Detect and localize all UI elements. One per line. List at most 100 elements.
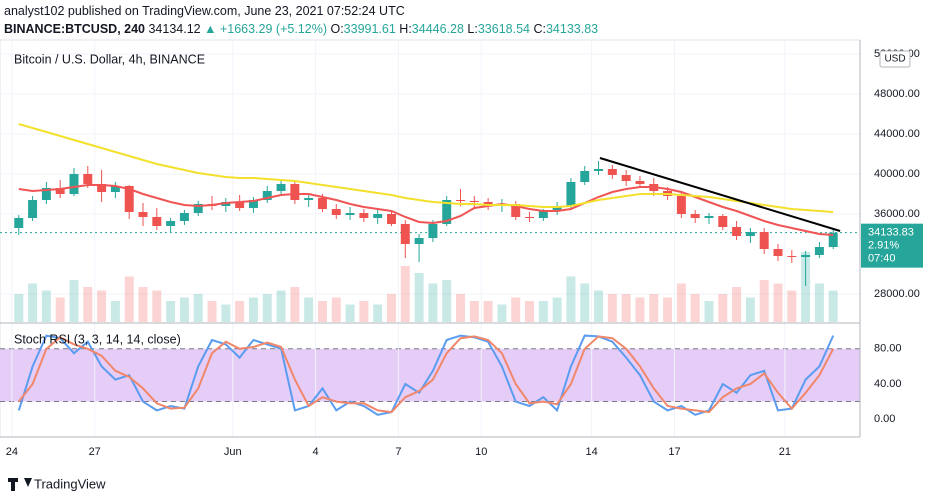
- volume-bar: [773, 283, 783, 322]
- published-line: analyst102 published on TradingView.com,…: [4, 4, 405, 18]
- volume-bar: [97, 290, 107, 322]
- candle-body: [552, 206, 562, 211]
- volume-bar: [621, 294, 631, 322]
- volume-bar: [359, 301, 369, 322]
- volume-bar: [55, 297, 65, 322]
- volume-bar: [814, 283, 824, 322]
- candle-body: [745, 232, 755, 236]
- candle-body: [442, 200, 452, 224]
- volume-bar: [566, 276, 576, 322]
- candle-body: [83, 174, 93, 184]
- volume-bar: [290, 287, 300, 322]
- candle-body: [690, 214, 700, 218]
- candle-body: [55, 188, 65, 194]
- volume-bar: [787, 290, 797, 322]
- volume-bar: [387, 294, 396, 322]
- candle-body: [97, 184, 107, 192]
- volume-bar: [552, 297, 562, 322]
- volume-bar: [801, 252, 811, 322]
- volume-bar: [179, 297, 189, 322]
- candle-body: [304, 198, 314, 200]
- volume-bar: [28, 283, 38, 322]
- candle-body: [607, 169, 617, 175]
- stoch-line: [17, 334, 835, 416]
- volume-bar: [538, 301, 548, 322]
- candle-body: [152, 217, 162, 226]
- candle-body: [704, 216, 714, 218]
- volume-bar: [607, 294, 617, 322]
- price-label-box: [861, 223, 923, 268]
- candle-body: [469, 201, 479, 202]
- candle-body: [248, 200, 258, 208]
- candle-body: [718, 216, 728, 227]
- y-tick-label: 28000.00: [874, 288, 920, 300]
- stoch-line: [18, 335, 835, 414]
- candle-body: [110, 186, 120, 192]
- volume-bar: [152, 290, 162, 322]
- volume-bar: [373, 304, 383, 322]
- candle-body: [290, 184, 300, 200]
- volume-bar: [331, 297, 341, 322]
- candle-body: [773, 249, 783, 256]
- volume-bar: [110, 301, 120, 322]
- volume-bar: [166, 301, 176, 322]
- chart-title: Bitcoin / U.S. Dollar, 4h, BINANCE: [14, 52, 205, 66]
- volume-bar: [456, 294, 465, 322]
- y-tick-label: 0.00: [874, 413, 895, 425]
- candle-body: [828, 232, 838, 247]
- volume-bar: [248, 297, 258, 322]
- ohlc-label: H:: [399, 22, 412, 36]
- x-tick-label: 21: [779, 446, 791, 458]
- x-tick-label: 17: [668, 446, 680, 458]
- currency: USD: [884, 54, 905, 65]
- volume-bar: [124, 276, 134, 322]
- volume-bar: [69, 280, 79, 322]
- volume-bar: [41, 290, 51, 322]
- x-tick-label: 14: [586, 446, 598, 458]
- x-tick-label: Jun: [224, 446, 242, 458]
- candle-body: [345, 213, 355, 215]
- candle-body: [14, 218, 24, 228]
- ohlc-label: L:: [467, 22, 478, 36]
- candle-body: [317, 198, 327, 209]
- volume-bar: [442, 280, 452, 322]
- y-tick-label: 80.00: [874, 343, 902, 355]
- candle-body: [580, 171, 590, 182]
- candle-body: [41, 188, 51, 200]
- volume-bar: [221, 304, 231, 322]
- x-tick-label: 27: [89, 446, 101, 458]
- candle-body: [621, 175, 631, 181]
- candle-body: [787, 256, 797, 257]
- ohlc: O:33991.61 H:34446.28 L:33618.54 C:34133…: [330, 22, 598, 36]
- volume-bar: [276, 290, 286, 322]
- volume-bar: [235, 301, 245, 322]
- x-tick-label: 4: [313, 446, 319, 458]
- volume-bar: [14, 294, 24, 322]
- candle-body: [428, 224, 438, 238]
- brand-logo: [8, 478, 32, 491]
- y-tick-label: 48000.00: [874, 88, 920, 100]
- volume-bar: [676, 283, 686, 322]
- candle-body: [676, 196, 686, 214]
- y-tick-label: 44000.00: [874, 128, 920, 140]
- volume-bar: [690, 294, 700, 322]
- volume-bar: [414, 273, 424, 322]
- volume-bar: [83, 287, 93, 322]
- candle-body: [331, 209, 341, 215]
- volume-bar: [759, 280, 769, 322]
- candle-body: [525, 217, 535, 218]
- candle-body: [138, 212, 148, 217]
- symbol: BINANCE:BTCUSD, 240: [4, 22, 145, 36]
- x-tick-label: 24: [6, 446, 18, 458]
- volume-bar: [594, 290, 604, 322]
- candle-body: [262, 191, 272, 200]
- candle-body: [373, 214, 383, 218]
- ohlc-label: O:: [330, 22, 344, 36]
- volume-bar: [497, 304, 507, 322]
- volume-bar: [469, 301, 479, 322]
- candle-body: [801, 255, 811, 257]
- candle-body: [28, 200, 38, 218]
- volume-bar: [400, 266, 410, 322]
- ohlc-value: 33991.61: [343, 22, 396, 36]
